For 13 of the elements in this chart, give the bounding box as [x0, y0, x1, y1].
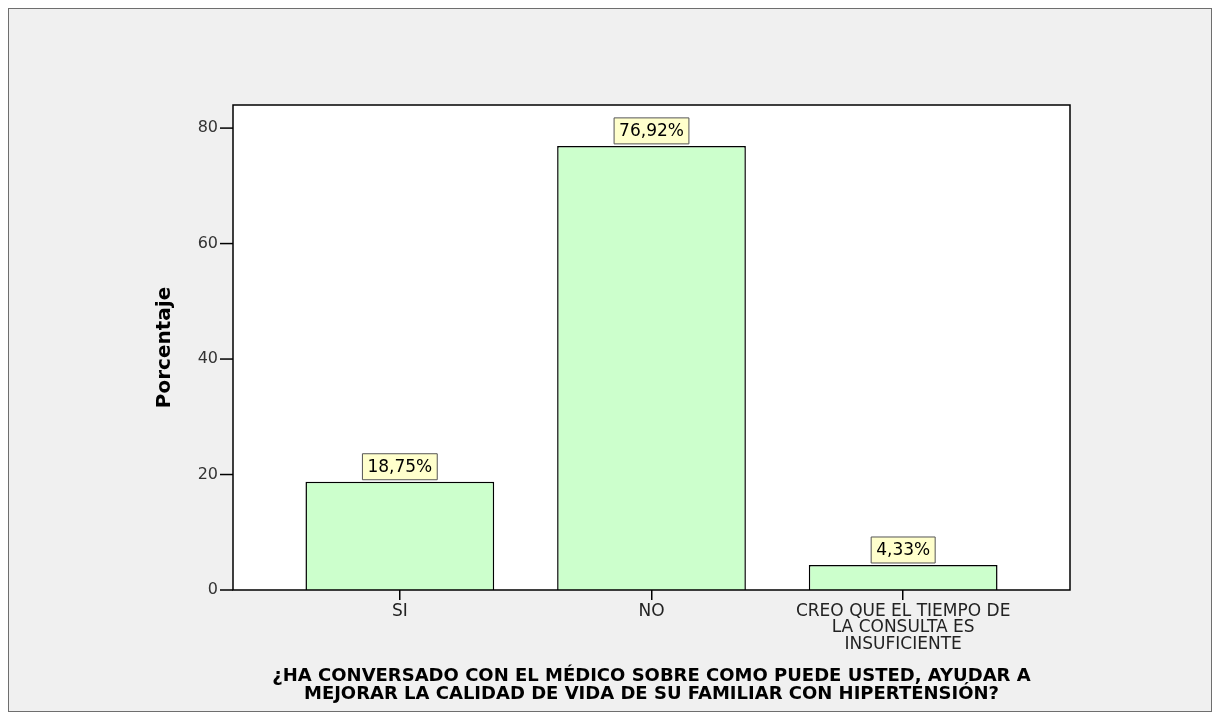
data-label: 18,75% [367, 456, 433, 477]
data-label: 76,92% [619, 120, 684, 141]
x-tick-label: CREO QUE EL TIEMPO DE LA CONSULTA ES INSUFICIENTE [795, 599, 1011, 654]
data-label: 4,33% [876, 539, 931, 560]
x-tick-label: NO [638, 599, 665, 620]
x-tick-label: SI [391, 599, 408, 620]
y-tick-label: 20 [197, 463, 218, 483]
y-tick-label: 80 [197, 117, 218, 137]
y-tick-label: 40 [197, 348, 218, 368]
x-axis-title: ¿HA CONVERSADO CON EL MÉDICO SOBRE COMO PUEDE USTED, AYUDAR A MEJORAR LA CALIDAD DE VIDA DE SU FAMILIAR CON HIPERTENSIÓN? [272, 663, 1031, 703]
y-axis-title: Porcentaje [151, 286, 176, 409]
y-tick-label: 0 [207, 579, 218, 599]
y-tick-label: 60 [197, 232, 218, 252]
